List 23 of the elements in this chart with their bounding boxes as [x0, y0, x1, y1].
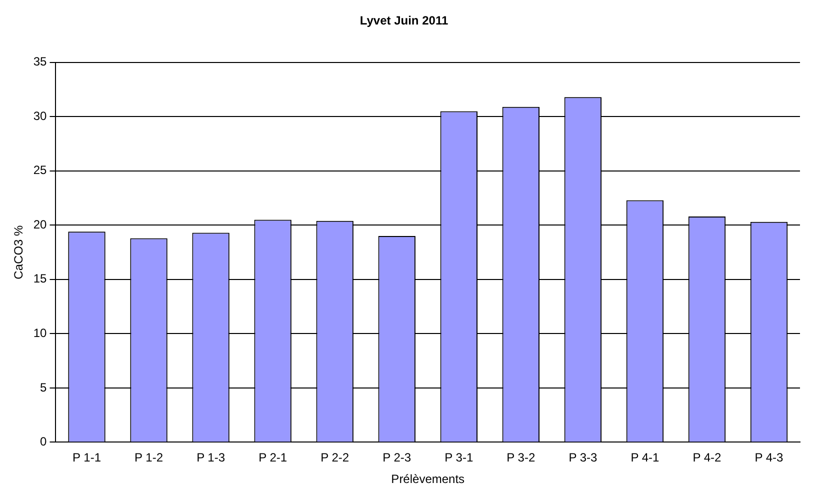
x-tick-label: P 2-2	[320, 450, 350, 465]
x-axis-title: Prélèvements	[391, 472, 465, 486]
x-tick-label: P 1-2	[134, 450, 164, 465]
x-tick-label: P 1-3	[196, 450, 226, 465]
x-tick-label: P 3-3	[568, 450, 598, 465]
y-tick-label: 5	[40, 380, 48, 394]
x-tick-label: P 4-1	[630, 450, 660, 465]
y-tick-label: 20	[33, 217, 48, 232]
x-tick-label: P 3-1	[444, 450, 474, 465]
x-tick-label: P 4-3	[754, 450, 784, 465]
x-tick-label: P 2-1	[258, 450, 288, 465]
y-tick-label: 10	[33, 326, 48, 340]
y-tick-label: 30	[33, 108, 48, 123]
x-tick-label: P 4-2	[692, 450, 722, 465]
y-tick-label: 0	[40, 434, 48, 449]
x-tick-label: P 1-1	[72, 450, 102, 465]
y-axis-title: CaCO3 %	[12, 224, 26, 280]
y-tick-label: 25	[33, 163, 48, 178]
x-tick-label: P 2-3	[382, 450, 412, 465]
x-tick-label: P 3-2	[506, 450, 536, 465]
y-tick-label: 15	[33, 272, 48, 286]
y-tick-label: 35	[33, 54, 48, 69]
chart-title: Lyvet Juin 2011	[360, 14, 448, 28]
